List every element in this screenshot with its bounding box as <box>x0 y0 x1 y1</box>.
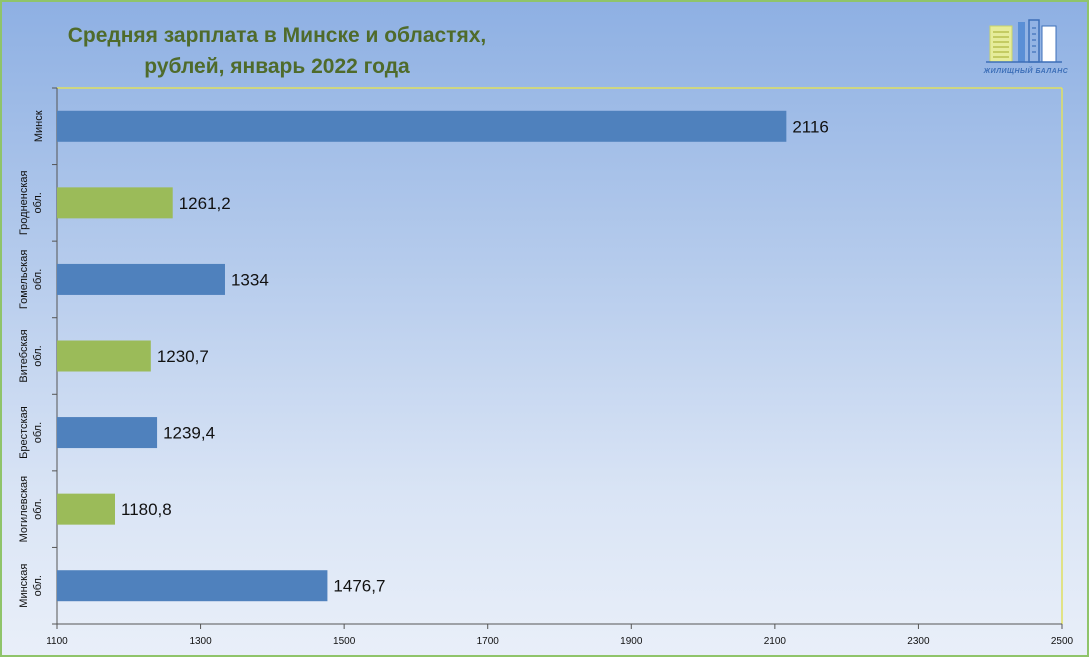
y-category-label-line: Минская <box>18 564 30 608</box>
y-category-label-line: Гродненская <box>18 170 30 235</box>
bar <box>57 417 158 449</box>
y-category-label-line: обл. <box>32 498 44 519</box>
x-tick-label: 1700 <box>477 636 500 647</box>
chart-title: Средняя зарплата в Минске и областях, ру… <box>42 20 512 82</box>
y-category-label-line: обл. <box>32 575 44 596</box>
x-tick-label: 1900 <box>620 636 643 647</box>
y-category-label-line: Могилевская <box>18 476 30 542</box>
y-category-label-line: обл. <box>32 345 44 366</box>
bar <box>57 570 328 602</box>
x-tick-label: 2300 <box>907 636 930 647</box>
bar <box>57 340 151 372</box>
bar-value-label: 1180,8 <box>121 500 172 519</box>
y-category-label-line: Брестская <box>18 406 30 459</box>
bar-value-label: 1261,2 <box>179 194 231 213</box>
y-category-label-line: обл. <box>32 422 44 443</box>
y-category-label: Минская обл. <box>18 564 44 608</box>
chart-title-line-1: Средняя зарплата в Минске и областях, <box>67 24 487 47</box>
y-category-label: Витебская обл. <box>18 329 44 382</box>
y-category-label-line: обл. <box>32 269 44 290</box>
bar-value-label: 1230,7 <box>157 347 209 366</box>
bar <box>57 493 116 525</box>
y-category-label: Гомельская обл. <box>18 250 44 309</box>
x-tick-label: 1300 <box>189 636 212 647</box>
building-logo-icon <box>986 19 1062 63</box>
y-category-label: Гродненская обл. <box>18 170 44 235</box>
brand-logo: ЖИЛИЩНЫЙ БАЛАНС <box>978 18 1074 82</box>
y-category-label: Брестская обл. <box>18 406 44 459</box>
x-tick-label: 1100 <box>46 636 68 647</box>
bar <box>57 263 225 295</box>
x-tick-label: 2500 <box>1051 636 1074 647</box>
bar <box>57 187 173 219</box>
x-tick-label: 2100 <box>764 636 787 647</box>
bar <box>57 110 787 142</box>
y-category-label-line: Гомельская <box>18 250 30 309</box>
y-category-label: Минск <box>33 110 45 142</box>
x-tick-label: 1500 <box>333 636 356 647</box>
y-category-label: Могилевская обл. <box>18 476 44 542</box>
bar-value-label: 1334 <box>231 270 269 289</box>
y-category-label-line: Минск <box>33 110 45 142</box>
bar-value-label: 1476,7 <box>333 577 385 596</box>
y-category-label-line: Витебская <box>18 329 30 382</box>
logo-text: ЖИЛИЩНЫЙ БАЛАНС <box>983 68 1069 75</box>
bar-value-label: 1239,4 <box>163 424 215 443</box>
y-category-label-line: обл. <box>32 192 44 213</box>
chart-title-line-2: рублей, январь 2022 года <box>144 55 410 78</box>
bar-value-label: 2116 <box>792 117 829 136</box>
